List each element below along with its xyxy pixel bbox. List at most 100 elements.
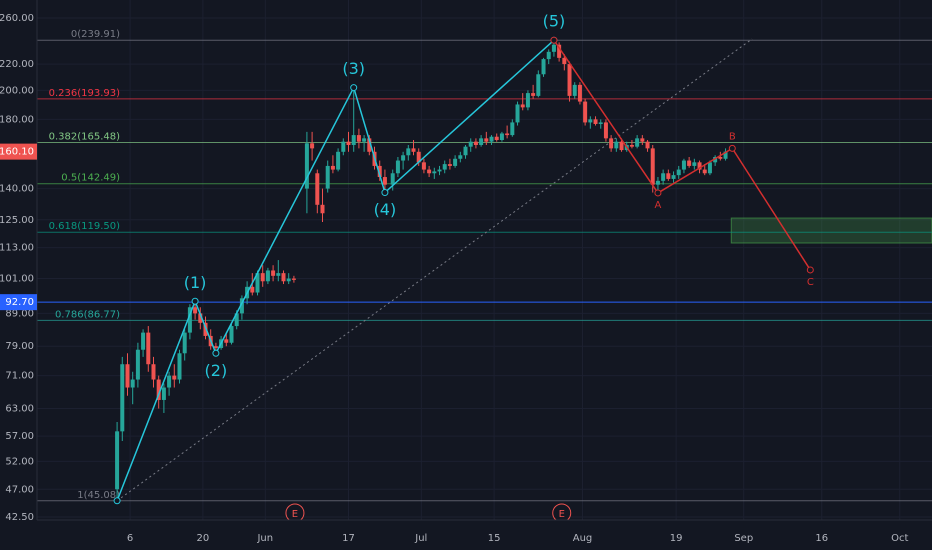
wave-line <box>553 39 811 271</box>
price-tag <box>0 143 37 160</box>
candle-body <box>224 339 229 343</box>
earnings-label: E <box>292 509 298 520</box>
x-tick-label: 20 <box>197 533 210 544</box>
candle-body <box>120 364 125 432</box>
y-tick-label: 52.00 <box>5 456 34 467</box>
candle-body <box>447 164 452 166</box>
wave-label: C <box>807 277 814 288</box>
candle-body <box>167 375 172 388</box>
candle-body <box>356 135 361 142</box>
fib-label: 0.786(86.77) <box>55 309 120 320</box>
y-tick-label: 125.00 <box>0 215 34 226</box>
x-tick-label: Sep <box>734 533 753 544</box>
wave-label: (3) <box>342 59 365 78</box>
candle-body <box>125 364 130 388</box>
y-tick-label: 113.00 <box>0 243 34 254</box>
candle-body <box>141 332 146 350</box>
candle-body <box>707 162 712 174</box>
x-tick-label: Jun <box>256 533 273 544</box>
wave-point <box>212 349 220 357</box>
candle-body <box>411 148 416 152</box>
candle-body <box>681 160 686 170</box>
candle-body <box>713 157 718 163</box>
wave-label: (2) <box>205 361 228 380</box>
candle-body <box>567 64 572 96</box>
wave-label: A <box>655 200 662 211</box>
candle-body <box>442 164 447 170</box>
candle-body <box>362 138 367 142</box>
candle-body <box>406 148 411 156</box>
x-axis-bg <box>0 520 932 550</box>
candle-body <box>320 204 325 214</box>
candle-body <box>151 364 156 380</box>
candle-body <box>304 143 309 189</box>
y-tick-label: 260.00 <box>0 13 34 24</box>
candle-body <box>635 138 640 147</box>
candle-body <box>260 273 265 282</box>
candle-body <box>536 74 541 96</box>
candle-body <box>198 313 203 323</box>
candle-body <box>377 165 382 178</box>
candle-body <box>229 326 234 343</box>
candle-body <box>203 322 208 336</box>
candle-body <box>336 151 341 170</box>
candle-body <box>421 162 426 170</box>
candle-body <box>182 332 187 354</box>
wave-point <box>728 144 736 152</box>
candle-body <box>395 160 400 174</box>
wave-point <box>381 189 389 197</box>
candle-body <box>276 273 281 276</box>
fib-label: 0.236(193.93) <box>49 88 121 99</box>
candle-body <box>697 162 702 170</box>
fib-label: 0.5(142.49) <box>61 173 120 184</box>
candle-body <box>135 349 140 380</box>
candle-body <box>286 278 291 282</box>
fib-label: 1(45.08) <box>77 490 120 501</box>
candle-body <box>629 144 634 147</box>
candle-body <box>453 158 458 166</box>
target-zone <box>730 217 932 244</box>
y-tick-label: 89.00 <box>5 308 34 319</box>
candle-body <box>583 101 588 123</box>
price-tag-label: 160.10 <box>0 147 34 158</box>
candle-body <box>702 169 707 174</box>
wave-label: (1) <box>184 273 207 292</box>
x-tick-label: Jul <box>414 533 427 544</box>
candle-body <box>130 379 135 388</box>
candle-body <box>577 84 582 102</box>
wave-label: (4) <box>374 200 397 219</box>
candle-body <box>161 387 166 400</box>
candle-body <box>330 165 335 170</box>
x-tick-label: 15 <box>488 533 501 544</box>
candle-body <box>479 138 484 145</box>
x-tick-label: Oct <box>891 533 908 544</box>
y-tick-label: 57.00 <box>5 431 34 442</box>
trendline <box>116 38 753 502</box>
candle-body <box>510 122 515 136</box>
candle-body <box>427 169 432 174</box>
candle-body <box>546 51 551 60</box>
candle-body <box>676 169 681 176</box>
candle-body <box>382 177 387 185</box>
x-tick-label: 19 <box>670 533 683 544</box>
candle-body <box>588 119 593 123</box>
candle-body <box>315 173 320 205</box>
candle-body <box>603 122 608 139</box>
candle-body <box>541 59 546 75</box>
candle-body <box>390 173 395 185</box>
candle-body <box>572 84 577 96</box>
candle-body <box>562 57 567 65</box>
candle-body <box>310 143 315 149</box>
candle-body <box>213 346 218 348</box>
candle-body <box>255 273 260 293</box>
wave-point <box>191 297 199 305</box>
wave-label: (5) <box>543 12 566 31</box>
candle-body <box>281 273 286 282</box>
candle-body <box>291 278 296 280</box>
x-tick-label: Aug <box>573 533 593 544</box>
fib-label: 0.618(119.50) <box>49 221 121 232</box>
y-axis-bg <box>0 0 37 550</box>
candle-body <box>505 133 510 136</box>
candle-body <box>234 313 239 327</box>
y-tick-label: 47.00 <box>5 484 34 495</box>
